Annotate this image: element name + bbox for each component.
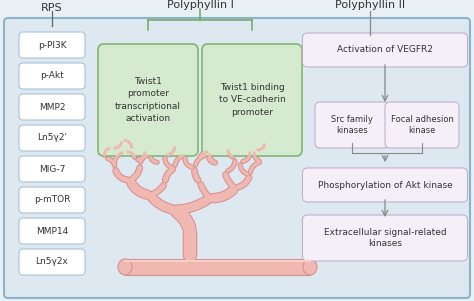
Text: Ln5γ2': Ln5γ2' xyxy=(37,134,67,142)
Ellipse shape xyxy=(303,259,317,275)
Text: Phosphorylation of Akt kinase: Phosphorylation of Akt kinase xyxy=(318,181,452,190)
Text: MMP2: MMP2 xyxy=(39,103,65,111)
Text: Activation of VEGFR2: Activation of VEGFR2 xyxy=(337,45,433,54)
Text: RPS: RPS xyxy=(41,3,63,13)
Text: Src family
kinases: Src family kinases xyxy=(331,115,373,135)
FancyBboxPatch shape xyxy=(302,168,467,202)
Text: MIG-7: MIG-7 xyxy=(39,165,65,173)
FancyBboxPatch shape xyxy=(19,249,85,275)
FancyBboxPatch shape xyxy=(385,102,459,148)
Text: Polyphyllin I: Polyphyllin I xyxy=(166,0,233,10)
FancyBboxPatch shape xyxy=(202,44,302,156)
FancyBboxPatch shape xyxy=(19,156,85,182)
FancyBboxPatch shape xyxy=(19,125,85,151)
FancyBboxPatch shape xyxy=(19,32,85,58)
FancyBboxPatch shape xyxy=(98,44,198,156)
Ellipse shape xyxy=(118,259,132,275)
Text: Extracellular signal-related
kinases: Extracellular signal-related kinases xyxy=(324,228,447,248)
Text: Twist1 binding
to VE-cadherin
promoter: Twist1 binding to VE-cadherin promoter xyxy=(219,83,285,117)
FancyBboxPatch shape xyxy=(19,63,85,89)
Bar xyxy=(125,259,310,275)
Text: p-mTOR: p-mTOR xyxy=(34,196,70,204)
FancyBboxPatch shape xyxy=(4,18,470,298)
Text: Polyphyllin II: Polyphyllin II xyxy=(335,0,405,10)
Text: Focal adhesion
kinase: Focal adhesion kinase xyxy=(391,115,454,135)
Text: p-Akt: p-Akt xyxy=(40,72,64,80)
FancyBboxPatch shape xyxy=(302,33,467,67)
Text: Ln5γ2x: Ln5γ2x xyxy=(36,257,68,266)
Text: Twist1
promoter
transcriptional
activation: Twist1 promoter transcriptional activati… xyxy=(115,77,181,123)
FancyBboxPatch shape xyxy=(19,187,85,213)
Text: p-PI3K: p-PI3K xyxy=(38,41,66,49)
Text: MMP14: MMP14 xyxy=(36,226,68,235)
FancyBboxPatch shape xyxy=(19,218,85,244)
FancyBboxPatch shape xyxy=(19,94,85,120)
FancyBboxPatch shape xyxy=(302,215,467,261)
FancyBboxPatch shape xyxy=(315,102,389,148)
